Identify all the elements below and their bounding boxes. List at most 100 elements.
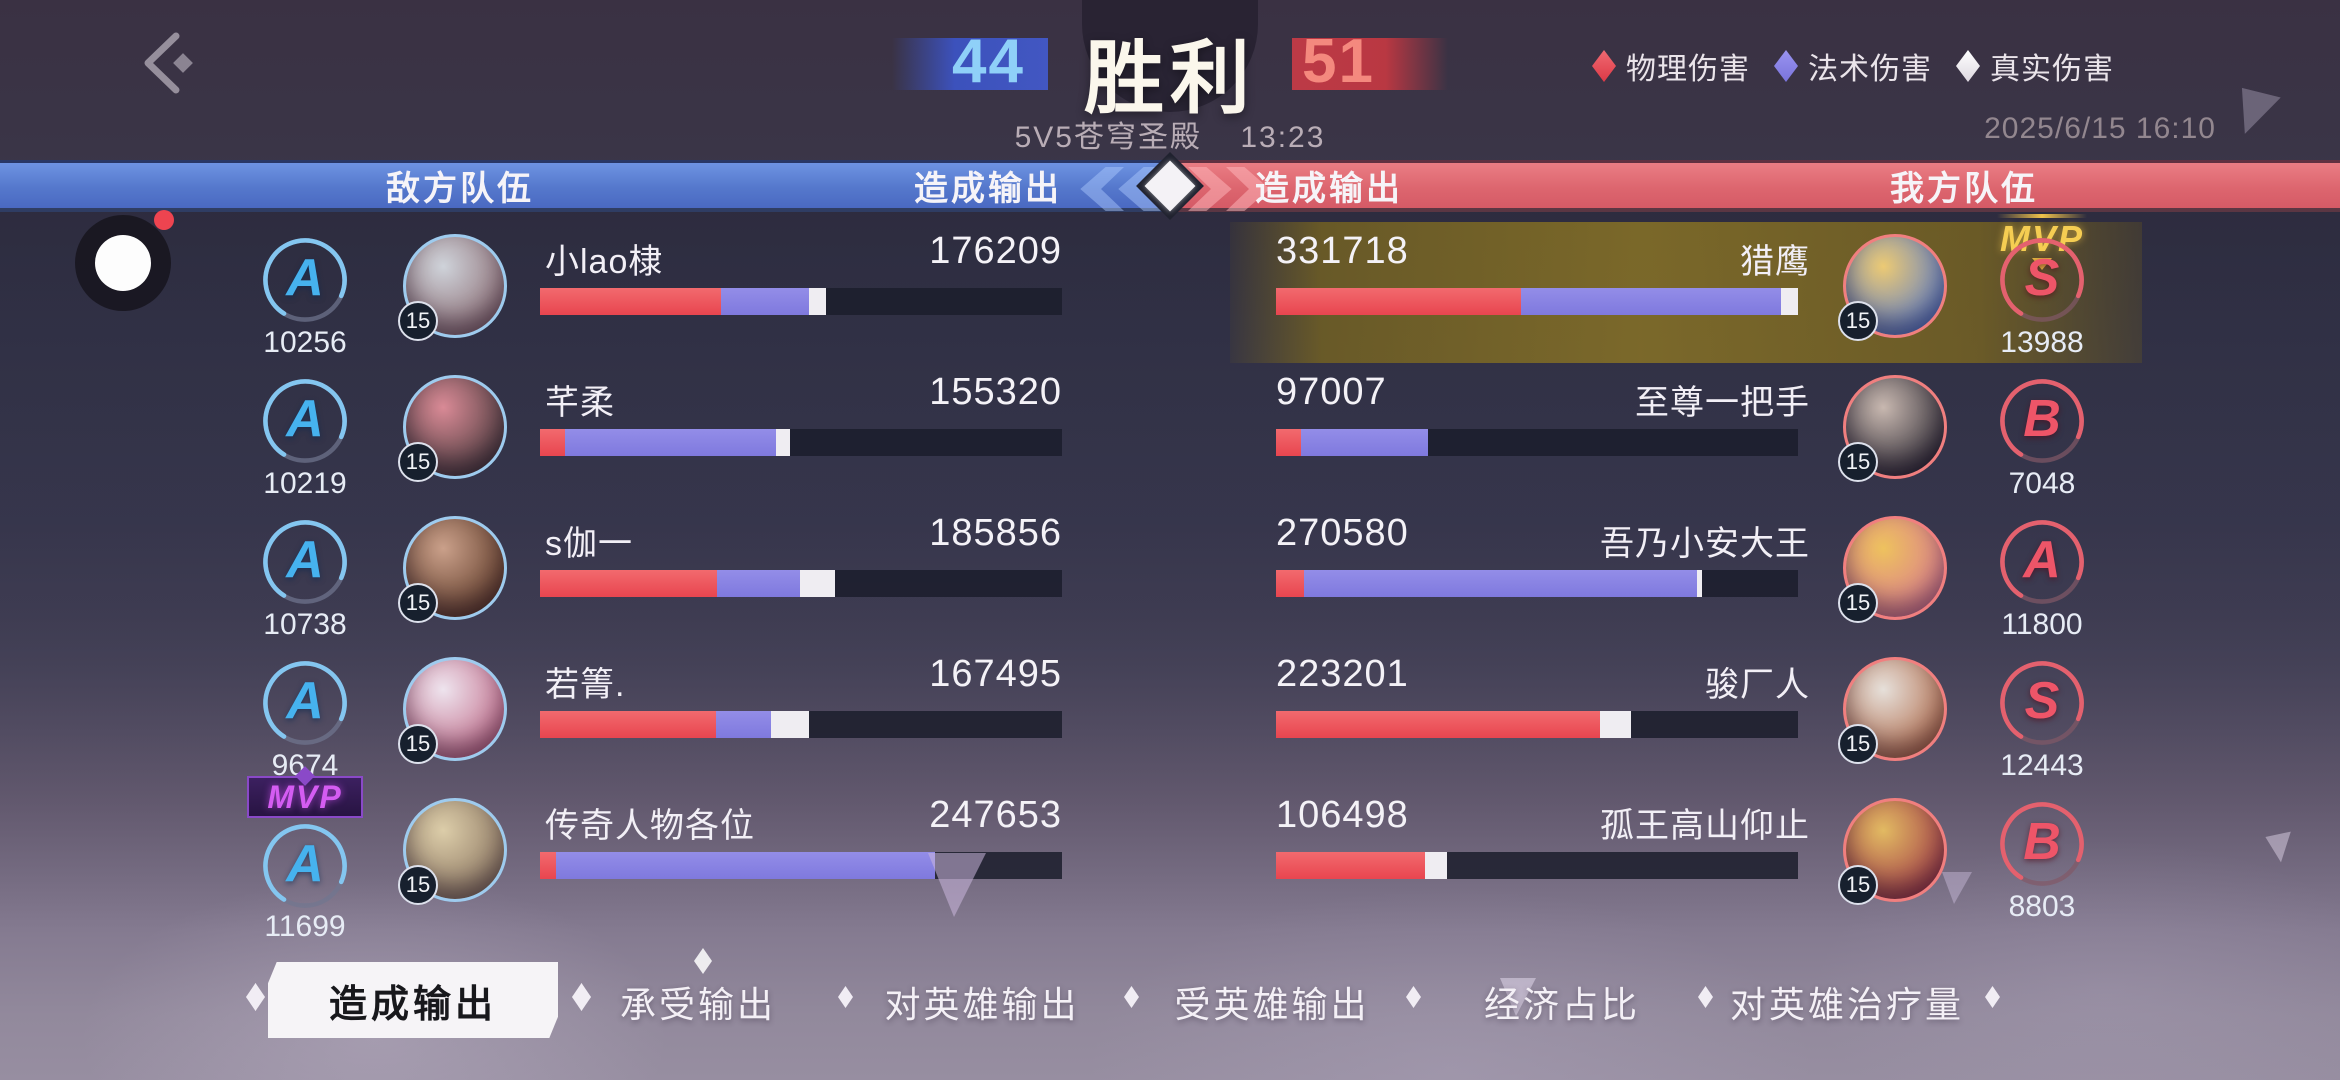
diamond-separator-icon bbox=[1406, 986, 1421, 1008]
hero-avatar[interactable]: 15 bbox=[398, 516, 507, 623]
legend-item-physical: 物理伤害 bbox=[1592, 44, 1750, 88]
damage-bar bbox=[1276, 852, 1798, 879]
my-team-label: 我方队伍 bbox=[1890, 170, 2038, 208]
record-button-icon bbox=[95, 235, 151, 291]
legend-item-true: 真实伤害 bbox=[1956, 44, 2114, 88]
floating-record-button[interactable] bbox=[75, 215, 171, 311]
diamond-separator-icon bbox=[246, 983, 265, 1011]
level-badge: 15 bbox=[1838, 301, 1878, 341]
hero-avatar[interactable]: 15 bbox=[1838, 798, 1947, 905]
player-name: 芊柔 bbox=[545, 384, 615, 422]
table-row[interactable]: 223201 骏厂人 15 S 12443 bbox=[0, 645, 2340, 786]
grade-gauge: A bbox=[259, 375, 351, 467]
diamond-separator-icon bbox=[1985, 986, 2000, 1008]
damage-legend: 物理伤害 法术伤害 真实伤害 bbox=[1592, 44, 2114, 88]
hero-avatar[interactable]: 15 bbox=[1838, 657, 1947, 764]
player-name: 孤王高山仰止 bbox=[1600, 807, 1810, 845]
damage-bar bbox=[540, 711, 1062, 738]
grade-score: 8803 bbox=[2008, 890, 2076, 923]
grade-gauge: S bbox=[1996, 234, 2088, 326]
tab-healing-to-heroes[interactable]: 对英雄治疗量 bbox=[1729, 984, 1965, 1025]
level-badge: 15 bbox=[1838, 724, 1878, 764]
level-badge: 15 bbox=[398, 301, 438, 341]
notification-dot bbox=[154, 210, 174, 230]
hero-avatar[interactable]: 15 bbox=[1838, 516, 1947, 623]
player-name: 骏厂人 bbox=[1705, 666, 1810, 704]
table-row[interactable]: A 10738 15 s伽一 185856 bbox=[0, 504, 2340, 645]
damage-value: 155320 bbox=[929, 371, 1062, 413]
level-badge: 15 bbox=[398, 724, 438, 764]
damage-value: 247653 bbox=[929, 794, 1062, 836]
grade-gauge: A bbox=[259, 820, 351, 912]
hero-avatar[interactable]: 15 bbox=[398, 234, 507, 341]
damage-bar bbox=[540, 570, 1062, 597]
grade-score: 13988 bbox=[2000, 326, 2084, 359]
tab-economy-share[interactable]: 经济占比 bbox=[1483, 984, 1641, 1025]
player-name: 传奇人物各位 bbox=[545, 807, 755, 845]
match-datetime: 2025/6/15 16:10 bbox=[1984, 112, 2216, 145]
table-row[interactable]: A 10219 15 芊柔 155320 bbox=[0, 363, 2340, 504]
tab-damage-to-heroes[interactable]: 对英雄输出 bbox=[884, 984, 1080, 1025]
level-badge: 15 bbox=[398, 442, 438, 482]
enemy-stat-label: 造成输出 bbox=[914, 170, 1062, 208]
diamond-separator-icon bbox=[572, 983, 591, 1011]
damage-value: 176209 bbox=[929, 230, 1062, 272]
damage-bar bbox=[1276, 429, 1798, 456]
diamond-separator-icon bbox=[1124, 986, 1139, 1008]
score-band-blue bbox=[892, 38, 1048, 90]
table-row[interactable]: 97007 至尊一把手 15 B 7048 bbox=[0, 363, 2340, 504]
damage-value: 331718 bbox=[1276, 230, 1409, 272]
hero-avatar[interactable]: 15 bbox=[398, 798, 507, 905]
grade-score: 10256 bbox=[263, 326, 347, 359]
legend-item-magic: 法术伤害 bbox=[1774, 44, 1932, 88]
grade-gauge: A bbox=[259, 234, 351, 326]
tab-damage-from-heroes[interactable]: 受英雄输出 bbox=[1174, 984, 1370, 1025]
grade-score: 7048 bbox=[2008, 467, 2076, 500]
tab-damage-taken[interactable]: 承受输出 bbox=[619, 984, 777, 1025]
hero-avatar[interactable]: 15 bbox=[1838, 375, 1947, 482]
hero-avatar[interactable]: 15 bbox=[398, 375, 507, 482]
hero-avatar[interactable]: 15 bbox=[398, 657, 507, 764]
level-badge: 15 bbox=[1838, 442, 1878, 482]
damage-bar bbox=[1276, 570, 1798, 597]
grade-score: 11699 bbox=[264, 910, 346, 943]
table-row[interactable]: MVP 331718 猎鹰 15 S 13988 bbox=[0, 218, 2340, 363]
score-left: 44 bbox=[952, 27, 1025, 96]
grade-gauge: A bbox=[1996, 516, 2088, 608]
damage-value: 167495 bbox=[929, 653, 1062, 695]
grade-gauge: A bbox=[259, 657, 351, 749]
score-band-red bbox=[1292, 38, 1448, 90]
level-badge: 15 bbox=[1838, 583, 1878, 623]
player-name: 至尊一把手 bbox=[1635, 384, 1810, 422]
player-name: 若箐. bbox=[545, 666, 626, 704]
mvp-badge-lose: MVP bbox=[247, 776, 363, 818]
grade-score: 10738 bbox=[263, 608, 347, 641]
player-name: 吾乃小安大王 bbox=[1600, 525, 1810, 563]
my-team-header: 造成输出 我方队伍 bbox=[1170, 160, 2340, 212]
match-duration: 13:23 bbox=[1240, 121, 1326, 154]
grade-gauge: B bbox=[1996, 798, 2088, 890]
diamond-separator-icon bbox=[1698, 986, 1713, 1008]
player-name: 小lao棣 bbox=[545, 243, 664, 281]
table-row[interactable]: A 10256 15 小lao棣 176209 bbox=[0, 222, 2340, 363]
damage-value: 106498 bbox=[1276, 794, 1409, 836]
stat-tabbar: 造成输出 承受输出 对英雄输出 受英雄输出 经济占比 对英雄治疗量 bbox=[0, 958, 2340, 1048]
back-button[interactable] bbox=[136, 28, 208, 98]
damage-bar bbox=[540, 288, 1062, 315]
grade-gauge: A bbox=[259, 516, 351, 608]
enemy-team-label: 敌方队伍 bbox=[386, 170, 534, 208]
damage-value: 97007 bbox=[1276, 371, 1387, 413]
table-row[interactable]: 270580 吾乃小安大王 15 A 11800 bbox=[0, 504, 2340, 645]
level-badge: 15 bbox=[398, 865, 438, 905]
match-subtitle: 5V5苍穹圣殿 13:23 bbox=[1015, 112, 1326, 156]
hero-avatar[interactable]: 15 bbox=[1838, 234, 1947, 341]
tab-damage-dealt[interactable]: 造成输出 bbox=[268, 962, 558, 1038]
grade-gauge: S bbox=[1996, 657, 2088, 749]
table-row[interactable]: 106498 孤王高山仰止 15 B 8803 bbox=[0, 786, 2340, 927]
damage-value: 223201 bbox=[1276, 653, 1409, 695]
grade-score: 10219 bbox=[263, 467, 347, 500]
table-row[interactable]: A 9674 15 若箐. 167495 bbox=[0, 645, 2340, 786]
grade-score: 11800 bbox=[2001, 608, 2083, 641]
grade-score: 12443 bbox=[2000, 749, 2084, 782]
